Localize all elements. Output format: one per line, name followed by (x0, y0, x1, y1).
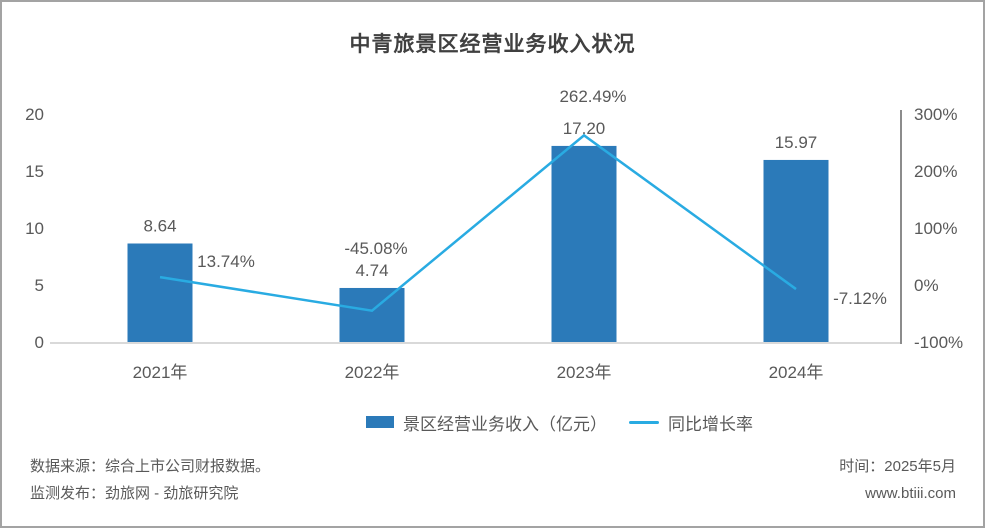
x-axis-category-label: 2022年 (345, 363, 400, 382)
legend: 景区经营业务收入（亿元） 同比增长率 (366, 410, 753, 435)
x-axis-category-label: 2021年 (133, 363, 188, 382)
left-axis-tick-label: 0 (35, 333, 44, 352)
growth-rate-label: 262.49% (559, 87, 626, 106)
bar-value-label: 4.74 (355, 261, 388, 280)
report-time-text: 时间：2025年5月 (839, 458, 956, 475)
left-axis-tick-label: 15 (25, 162, 44, 181)
x-axis-category-label: 2023年 (557, 363, 612, 382)
legend-item-growth: 同比增长率 (629, 410, 753, 435)
legend-label-growth: 同比增长率 (668, 414, 753, 434)
chart-canvas: 0 5 10 15 20 -100% 0% 100% 200% 300% 2021年 2022年 202… (25, 87, 963, 382)
legend-label-revenue: 景区经营业务收入（亿元） (403, 414, 607, 434)
legend-item-revenue: 景区经营业务收入（亿元） (366, 410, 607, 435)
bar-value-label: 15.97 (775, 133, 818, 152)
growth-rate-label: -7.12% (833, 289, 887, 308)
x-axis-category-label: 2024年 (769, 363, 824, 382)
line-series-swatch-icon (629, 420, 659, 424)
right-axis-tick-label: 100% (914, 219, 957, 238)
revenue-bar (551, 145, 617, 342)
website-text: www.btiii.com (865, 485, 956, 502)
revenue-bar (763, 159, 829, 342)
footer-source-block: 数据来源：综合上市公司财报数据。 监测发布：劲旅网 - 劲旅研究院 (30, 453, 270, 507)
chart-title: 中青旅景区经营业务收入状况 (349, 33, 636, 56)
bar-value-label: 8.64 (143, 217, 176, 236)
revenue-bar (339, 287, 405, 342)
growth-rate-line (159, 133, 797, 313)
left-axis-tick-label: 20 (25, 105, 44, 124)
left-axis-tick-label: 10 (25, 219, 44, 238)
revenue-bar (127, 243, 193, 342)
right-axis-tick-label: 200% (914, 162, 957, 181)
growth-rate-label: 13.74% (197, 252, 255, 271)
right-axis-tick-label: 300% (914, 105, 957, 124)
growth-rate-label: -45.08% (344, 239, 407, 258)
footer-meta-block: 时间：2025年5月 www.btiii.com (839, 453, 956, 507)
publisher-text: 监测发布：劲旅网 - 劲旅研究院 (30, 485, 239, 502)
bar-series-swatch-icon (366, 416, 394, 428)
right-axis-tick-label: -100% (914, 333, 963, 352)
data-source-text: 数据来源：综合上市公司财报数据。 (30, 458, 271, 475)
right-axis-tick-label: 0% (914, 276, 939, 295)
left-axis-tick-label: 5 (35, 276, 44, 295)
bar-value-label: 17.20 (563, 119, 606, 138)
